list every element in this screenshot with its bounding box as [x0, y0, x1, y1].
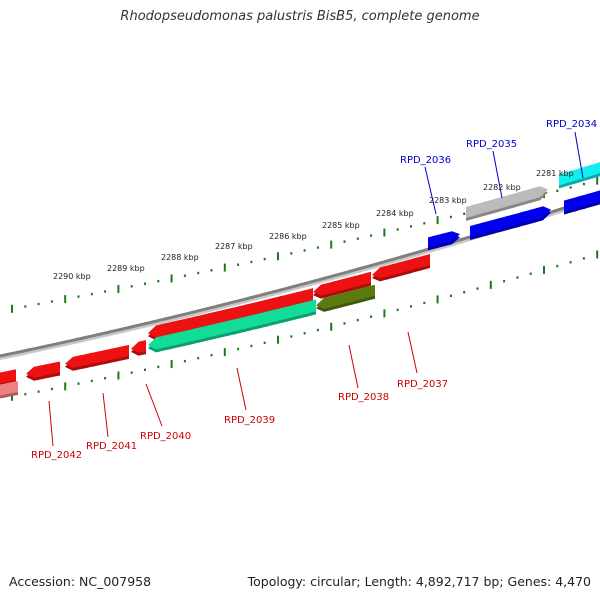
scale-label-2281: 2281 kbp — [536, 169, 574, 178]
gene-rpd-2036 — [428, 231, 460, 248]
inner-scale-ticks — [11, 250, 599, 401]
gene-label-rpd-2037[interactable]: RPD_2037 — [397, 379, 448, 390]
gene-rpd-2042 — [26, 361, 60, 378]
gene-rpd-2038-upper — [313, 271, 371, 296]
scale-label-2286: 2286 kbp — [269, 232, 307, 241]
leader-rpd-2041 — [102, 392, 109, 438]
gene-rpd-2034-lower — [564, 190, 600, 212]
leader-rpd-2038 — [348, 344, 359, 389]
scale-label-2289: 2289 kbp — [107, 264, 145, 273]
gene-label-rpd-2034[interactable]: RPD_2034 — [546, 119, 597, 130]
gene-rpd-2040 — [131, 340, 146, 353]
leader-rpd-2042 — [48, 400, 54, 447]
gene-label-rpd-2038[interactable]: RPD_2038 — [338, 392, 389, 403]
scale-label-2285: 2285 kbp — [322, 221, 360, 230]
accession-text: Accession: NC_007958 — [9, 574, 152, 589]
gene-label-rpd-2035[interactable]: RPD_2035 — [466, 139, 517, 150]
gene-label-rpd-2039[interactable]: RPD_2039 — [224, 415, 275, 426]
gene-rpd-2037 — [372, 254, 430, 279]
leader-rpd-2035 — [492, 150, 503, 199]
gene-label-rpd-2040[interactable]: RPD_2040 — [140, 431, 191, 442]
gene-partial-left — [0, 369, 16, 384]
scale-label-2283: 2283 kbp — [429, 196, 467, 205]
gene-grey — [466, 186, 548, 218]
scale-label-2284: 2284 kbp — [376, 209, 414, 218]
gene-rpd-2039-upper — [148, 288, 313, 338]
map-title: Rhodopseudomonas palustris BisB5, comple… — [120, 9, 480, 24]
genome-summary-text: Topology: circular; Length: 4,892,717 bp… — [247, 574, 591, 589]
gene-rpd-2034 — [559, 162, 600, 186]
gene-label-rpd-2042[interactable]: RPD_2042 — [31, 450, 82, 461]
label-leader-lines — [48, 131, 584, 447]
gene-features — [0, 162, 600, 399]
leader-rpd-2037 — [407, 331, 418, 374]
scale-label-2288: 2288 kbp — [161, 253, 199, 262]
scale-label-2282: 2282 kbp — [483, 183, 521, 192]
scale-label-2290: 2290 kbp — [53, 272, 91, 281]
gene-label-rpd-2036[interactable]: RPD_2036 — [400, 155, 451, 166]
scale-label-2287: 2287 kbp — [215, 242, 253, 251]
leader-rpd-2034 — [574, 131, 584, 179]
gene-label-rpd-2041[interactable]: RPD_2041 — [86, 441, 137, 452]
gene-partial-left-pink — [0, 381, 18, 396]
leader-rpd-2036 — [424, 166, 437, 215]
leader-rpd-2040 — [145, 383, 163, 427]
gene-rpd-2041 — [65, 344, 129, 368]
gene-rpd-2039 — [148, 299, 316, 350]
leader-rpd-2039 — [236, 367, 247, 411]
gene-rpd-2038 — [316, 284, 375, 309]
gene-rpd-2035 — [470, 206, 551, 237]
